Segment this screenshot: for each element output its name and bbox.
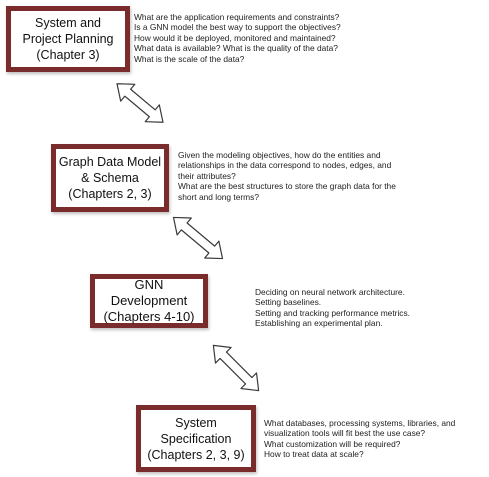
note-item: What databases, processing systems, libr… xyxy=(264,418,456,439)
note-item: Given the modeling objectives, how do th… xyxy=(178,150,392,181)
stage-box-system-specification: System Specification (Chapters 2, 3, 9) xyxy=(136,405,256,472)
stage-notes-system-planning: What are the application requirements an… xyxy=(134,12,486,64)
stage-notes-system-specification: What databases, processing systems, libr… xyxy=(264,418,489,460)
note-item: How would it be deployed, monitored and … xyxy=(134,32,336,43)
note-item: How to treat data at scale? xyxy=(264,449,364,460)
note-item: What data is available? What is the qual… xyxy=(134,43,338,54)
note-item: What are the application requirements an… xyxy=(134,12,340,22)
stage-notes-gnn-development: Deciding on neural network architecture.… xyxy=(255,287,485,329)
note-item: Setting and tracking performance metrics… xyxy=(255,307,411,318)
note-item: Establishing an experimental plan. xyxy=(255,318,383,329)
stage-notes-graph-data-model: Given the modeling objectives, how do th… xyxy=(178,150,478,202)
double-arrow-3 xyxy=(212,344,260,392)
stage-title: Graph Data Model & Schema (Chapters 2, 3… xyxy=(58,155,162,201)
stage-box-gnn-development: GNN Development (Chapters 4-10) xyxy=(90,274,208,328)
stage-title: System and Project Planning (Chapter 3) xyxy=(22,16,114,62)
note-item: What customization will be required? xyxy=(264,438,401,449)
note-item: What is the scale of the data? xyxy=(134,53,245,64)
double-arrow-2 xyxy=(172,216,224,260)
stage-box-system-planning: System and Project Planning (Chapter 3) xyxy=(6,6,130,72)
note-item: Setting baselines. xyxy=(255,297,322,308)
stage-title: System Specification (Chapters 2, 3, 9) xyxy=(147,415,245,462)
stage-title: GNN Development (Chapters 4-10) xyxy=(103,277,195,324)
double-arrow-1 xyxy=(116,83,164,123)
note-item: What are the best structures to store th… xyxy=(178,181,396,202)
note-item: Is a GNN model the best way to support t… xyxy=(134,22,341,33)
stage-box-graph-data-model: Graph Data Model & Schema (Chapters 2, 3… xyxy=(51,144,169,212)
note-item: Deciding on neural network architecture. xyxy=(255,287,405,297)
